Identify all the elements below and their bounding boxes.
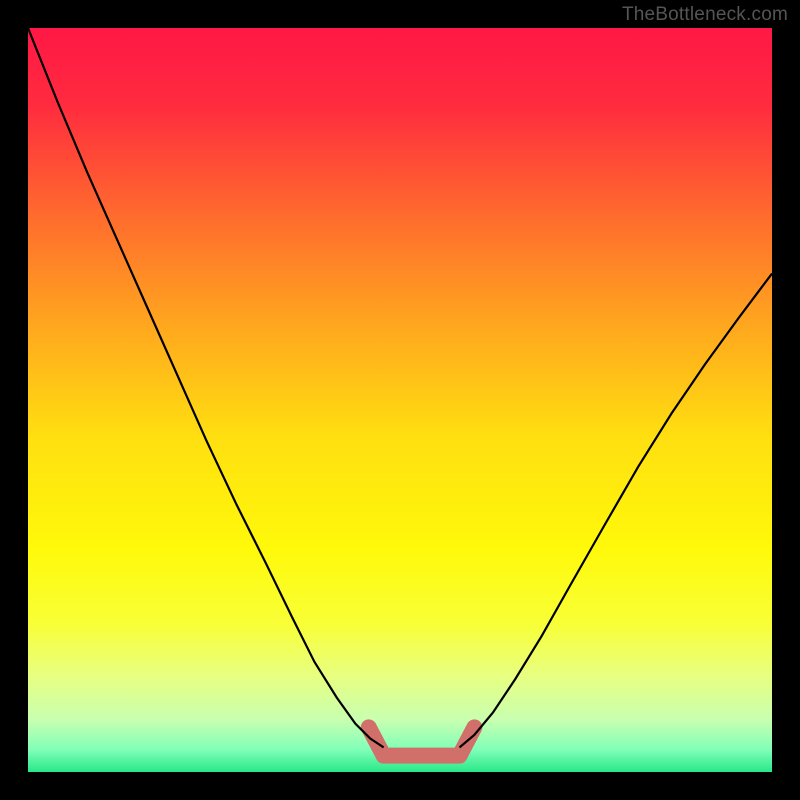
curve-right [460,274,772,748]
watermark-text: TheBottleneck.com [622,4,788,26]
curves-layer [28,28,772,772]
plot-area [28,28,772,772]
valley-band [369,727,475,755]
curve-left [28,28,384,747]
chart-frame [0,0,800,800]
